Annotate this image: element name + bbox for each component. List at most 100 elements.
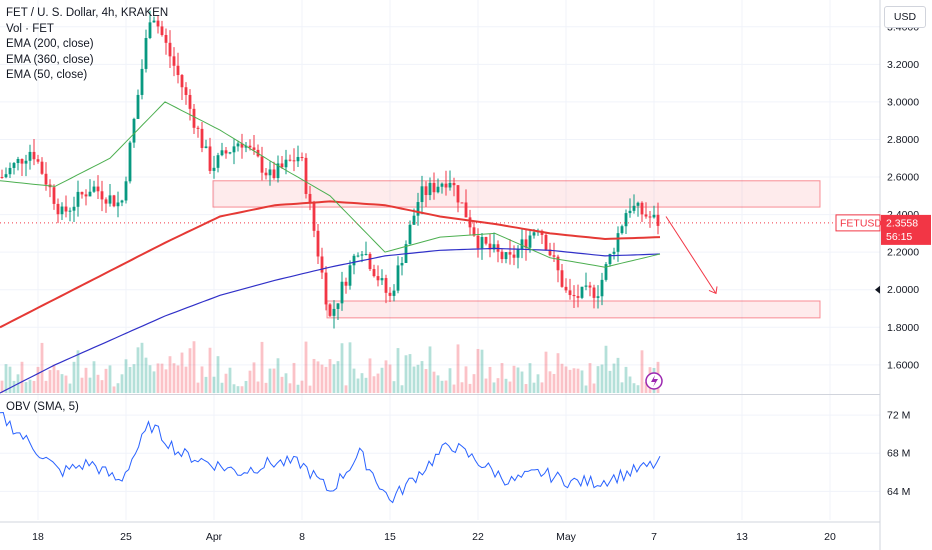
volume-bar-94 [376,373,380,393]
volume-bar-14 [56,370,60,393]
volume-bar-9 [36,366,40,393]
volume-bar-147 [588,363,592,393]
price-tick-label-2: 3.0000 [887,96,919,108]
candle-body-131 [524,239,528,248]
series-line-ema360[interactable] [0,247,661,394]
obv-legend[interactable]: OBV (SMA, 5) [6,401,79,413]
volume-bar-57 [228,367,232,393]
candle-body-98 [392,290,396,296]
candle-body-53 [212,167,216,171]
candle-body-156 [624,213,628,227]
volume-bar-47 [188,348,192,393]
volume-bar-117 [468,383,472,393]
candle-body-117 [468,217,472,228]
candle-body-58 [232,146,236,153]
candle-body-39 [156,20,160,27]
time-tick-label-7: 7 [651,531,657,543]
volume-bar-119 [476,348,480,393]
volume-bar-26 [104,368,108,393]
candle-body-4 [16,159,20,164]
legend-volume[interactable]: Vol · FET [6,22,54,35]
candle-body-73 [292,160,296,162]
candle-body-99 [396,265,400,291]
volume-bar-131 [524,384,528,393]
volume-bar-100 [400,385,404,393]
candle-body-77 [308,193,312,203]
volume-bar-54 [216,356,220,393]
legend-ema-200[interactable]: EMA (200, close) [6,38,94,50]
candle-body-112 [448,183,452,188]
volume-bar-61 [244,380,248,393]
volume-bar-68 [272,368,276,393]
volume-bar-21 [84,367,88,393]
candle-body-162 [648,216,652,218]
volume-bar-77 [308,385,312,393]
candle-body-83 [332,308,336,316]
time-tick-label-8: 13 [736,531,748,543]
time-tick-label-9: 20 [824,531,836,543]
forecast-arrow-line[interactable] [665,216,717,294]
candle-body-5 [20,159,24,164]
volume-bar-137 [548,371,552,393]
volume-bar-64 [256,381,260,393]
currency-button[interactable]: USD [884,6,926,28]
volume-bar-154 [616,357,620,393]
volume-bar-125 [500,363,504,393]
candle-body-118 [472,227,476,236]
volume-bar-91 [364,377,368,393]
time-tick-label-4: 15 [384,531,396,543]
legend-ema-50[interactable]: EMA (50, close) [6,69,88,81]
candle-body-95 [380,278,384,281]
volume-bar-140 [560,363,564,393]
volume-bar-109 [436,375,440,393]
volume-bar-70 [280,376,284,393]
series-line-ema50[interactable] [0,101,661,268]
candle-body-152 [608,253,612,265]
volume-bar-142 [568,369,572,393]
time-tick-label-3: 8 [299,531,305,543]
volume-bar-23 [92,361,96,393]
volume-bar-37 [148,365,152,393]
volume-bar-13 [52,364,56,393]
series-line-ema200[interactable] [0,200,661,329]
legend-ema-360[interactable]: EMA (360, close) [6,53,94,66]
candle-body-142 [568,290,572,296]
volume-bar-35 [140,342,144,393]
candle-body-44 [176,65,180,76]
volume-bar-152 [608,370,612,393]
candle-body-1 [4,174,8,178]
price-tick-label-9: 1.6000 [887,359,919,371]
candle-body-149 [596,296,600,298]
volume-bar-60 [240,386,244,393]
candle-body-76 [304,157,308,194]
volume-bar-66 [264,382,268,393]
volume-bar-143 [572,368,576,393]
volume-bar-118 [472,374,476,393]
candle-body-160 [640,202,644,215]
candle-body-104 [416,202,420,216]
candle-body-7 [28,151,32,161]
candle-body-143 [572,295,576,297]
candle-body-155 [620,226,624,234]
candle-body-40 [160,26,164,36]
symbol-tag: FETUSD [840,217,882,229]
candle-body-140 [560,270,564,287]
volume-bar-8 [32,380,36,393]
volume-bar-157 [628,376,632,393]
volume-bar-11 [44,380,48,393]
obv-line[interactable] [0,411,661,504]
candle-body-20 [80,191,84,195]
volume-bar-45 [180,352,184,393]
volume-bar-158 [632,383,636,393]
candle-body-133 [532,232,536,236]
candle-body-67 [268,169,272,176]
candle-body-144 [576,296,580,298]
candle-body-28 [112,195,116,207]
volume-bar-31 [124,359,128,393]
volume-bar-145 [580,370,584,393]
volume-bar-74 [296,384,300,393]
candle-body-50 [200,128,204,148]
volume-bar-36 [144,357,148,393]
